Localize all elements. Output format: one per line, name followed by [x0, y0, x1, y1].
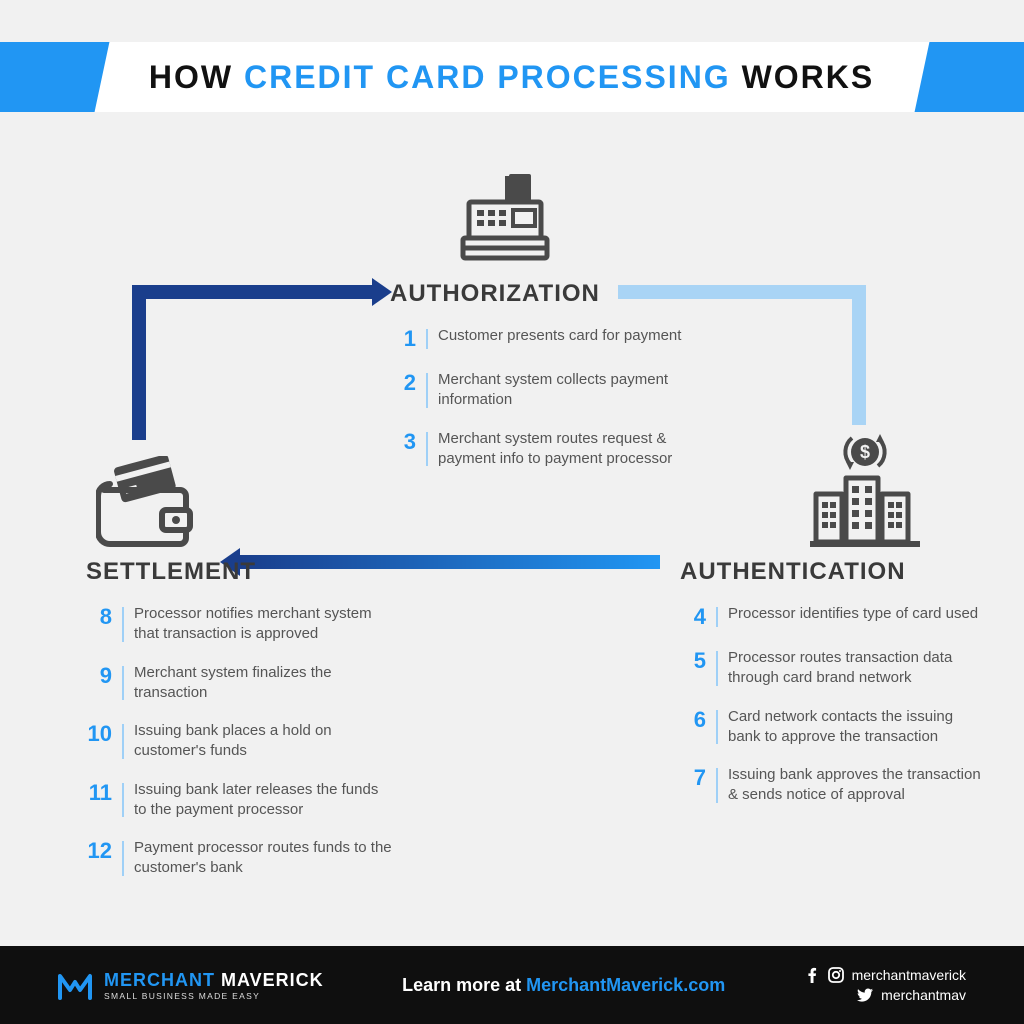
step-text: Merchant system routes request & payment… — [438, 429, 698, 470]
step-divider — [122, 607, 124, 642]
step-number: 9 — [86, 663, 112, 689]
step-text: Processor notifies merchant system that … — [134, 604, 394, 645]
step-number: 4 — [680, 604, 706, 630]
step-text: Merchant system collects payment informa… — [438, 370, 698, 411]
authorization-title: AUTHORIZATION — [390, 280, 698, 308]
step-text: Card network contacts the issuing bank t… — [728, 707, 988, 748]
social-handle-1: merchantmaverick — [852, 967, 966, 983]
title-accent: CREDIT CARD PROCESSING — [244, 59, 731, 95]
flow-arrow-settlement-auth-head — [372, 278, 392, 306]
step-divider — [122, 783, 124, 818]
settlement-title: SETTLEMENT — [86, 558, 394, 586]
flow-arrow-auth-authn-vert — [852, 285, 866, 425]
page-title: HOW CREDIT CARD PROCESSING WORKS — [149, 59, 874, 96]
step-text: Processor identifies type of card used — [728, 604, 978, 624]
footer-tagline: SMALL BUSINESS MADE EASY — [104, 991, 324, 1001]
authorization-section: AUTHORIZATION 1 Customer presents card f… — [390, 280, 698, 469]
step-text: Issuing bank approves the transaction & … — [728, 765, 988, 806]
step-item: 4 Processor identifies type of card used — [680, 604, 988, 630]
step-item: 10 Issuing bank places a hold on custome… — [86, 721, 394, 762]
step-number: 12 — [86, 838, 112, 864]
wallet-card-icon — [96, 456, 196, 552]
authentication-title: AUTHENTICATION — [680, 558, 988, 586]
learn-domain: MerchantMaverick.com — [526, 975, 725, 995]
learn-pre: Learn more at — [402, 975, 526, 995]
twitter-icon — [857, 987, 873, 1003]
step-divider — [426, 373, 428, 408]
footer-social: merchantmaverick merchantmav — [804, 967, 966, 1003]
step-text: Issuing bank later releases the funds to… — [134, 780, 394, 821]
brand-logo-icon — [58, 968, 92, 1002]
step-item: 5 Processor routes transaction data thro… — [680, 648, 988, 689]
step-number: 6 — [680, 707, 706, 733]
footer-brand-name: MERCHANT MAVERICK — [104, 970, 324, 991]
authentication-steps: 4 Processor identifies type of card used… — [680, 604, 988, 806]
step-item: 6 Card network contacts the issuing bank… — [680, 707, 988, 748]
step-text: Payment processor routes funds to the cu… — [134, 838, 394, 879]
title-banner: HOW CREDIT CARD PROCESSING WORKS — [0, 42, 1024, 112]
step-divider — [122, 724, 124, 759]
step-text: Customer presents card for payment — [438, 326, 681, 346]
footer-brand-text: MERCHANT MAVERICK SMALL BUSINESS MADE EA… — [104, 970, 324, 1001]
step-item: 3 Merchant system routes request & payme… — [390, 429, 698, 470]
authorization-steps: 1 Customer presents card for payment 2 M… — [390, 326, 698, 469]
step-number: 11 — [86, 780, 112, 806]
step-divider — [426, 432, 428, 467]
step-item: 9 Merchant system finalizes the transact… — [86, 663, 394, 704]
step-divider — [716, 768, 718, 803]
step-item: 11 Issuing bank later releases the funds… — [86, 780, 394, 821]
flow-arrow-settlement-auth-horiz — [132, 285, 372, 299]
step-item: 1 Customer presents card for payment — [390, 326, 698, 352]
footer-brand-block: MERCHANT MAVERICK SMALL BUSINESS MADE EA… — [58, 968, 324, 1002]
step-number: 5 — [680, 648, 706, 674]
step-divider — [716, 607, 718, 627]
step-number: 10 — [86, 721, 112, 747]
brand-second: MAVERICK — [221, 970, 324, 990]
step-number: 1 — [390, 326, 416, 352]
social-handle-2: merchantmav — [881, 987, 966, 1003]
title-banner-inner: HOW CREDIT CARD PROCESSING WORKS — [95, 42, 930, 112]
footer-social-row-2: merchantmav — [804, 987, 966, 1003]
title-pre: HOW — [149, 59, 233, 95]
footer-social-row-1: merchantmaverick — [804, 967, 966, 983]
footer: MERCHANT MAVERICK SMALL BUSINESS MADE EA… — [0, 946, 1024, 1024]
step-text: Processor routes transaction data throug… — [728, 648, 988, 689]
step-divider — [716, 651, 718, 686]
step-item: 7 Issuing bank approves the transaction … — [680, 765, 988, 806]
title-post: WORKS — [742, 59, 875, 95]
step-number: 8 — [86, 604, 112, 630]
authentication-section: AUTHENTICATION 4 Processor identifies ty… — [680, 558, 988, 806]
step-divider — [716, 710, 718, 745]
flow-arrow-settlement-auth-vert — [132, 285, 146, 440]
facebook-icon — [804, 967, 820, 983]
instagram-icon — [828, 967, 844, 983]
step-number: 3 — [390, 429, 416, 455]
cash-register-icon — [455, 172, 565, 264]
brand-first: MERCHANT — [104, 970, 215, 990]
step-text: Merchant system finalizes the transactio… — [134, 663, 394, 704]
settlement-steps: 8 Processor notifies merchant system tha… — [86, 604, 394, 879]
step-item: 2 Merchant system collects payment infor… — [390, 370, 698, 411]
step-item: 12 Payment processor routes funds to the… — [86, 838, 394, 879]
step-number: 7 — [680, 765, 706, 791]
step-item: 8 Processor notifies merchant system tha… — [86, 604, 394, 645]
svg-text:$: $ — [860, 442, 870, 462]
step-divider — [122, 841, 124, 876]
step-number: 2 — [390, 370, 416, 396]
step-divider — [122, 666, 124, 701]
settlement-section: SETTLEMENT 8 Processor notifies merchant… — [86, 558, 394, 879]
footer-learn-more: Learn more at MerchantMaverick.com — [402, 975, 725, 996]
step-divider — [426, 329, 428, 349]
step-text: Issuing bank places a hold on customer's… — [134, 721, 394, 762]
bank-dollar-icon: $ — [810, 430, 920, 550]
